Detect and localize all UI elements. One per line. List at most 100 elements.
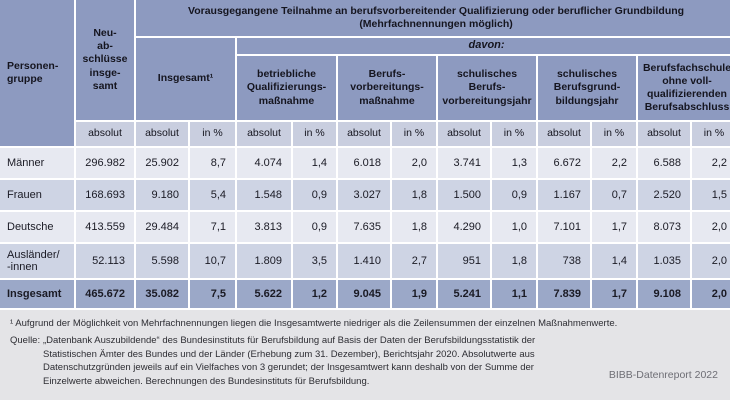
- data-cell: 9.108: [636, 278, 692, 310]
- subheader-in-prozent: in %: [689, 120, 730, 148]
- data-cell: 1,4: [291, 146, 338, 180]
- data-cell: 2.520: [636, 178, 692, 212]
- row-frauen: Frauen 168.693 9.180 5,4 1.548 0,9 3.027…: [0, 178, 730, 212]
- data-cell: 1,9: [390, 278, 438, 310]
- subheader-absolut: absolut: [336, 120, 392, 148]
- data-cell: 413.559: [74, 210, 136, 244]
- header-schulisches-berufsvorbereitungsjahr: schulisches Berufs- vorbereitungsjahr: [436, 54, 538, 122]
- data-cell: 1.167: [536, 178, 592, 212]
- subheader-absolut: absolut: [536, 120, 592, 148]
- report-credit: BIBB-Datenreport 2022: [608, 369, 718, 381]
- data-cell: 296.982: [74, 146, 136, 180]
- header-berufsvorbereitungsmassnahme: Berufs- vorbereitungs- maßnahme: [336, 54, 438, 122]
- header-vorausgegangene-teilnahme: Vorausgegangene Teilnahme an berufsvorbe…: [133, 0, 730, 38]
- data-cell: 5.622: [235, 278, 293, 310]
- data-cell: 10,7: [188, 242, 237, 280]
- row-label: Insgesamt: [0, 278, 76, 310]
- data-cell: 1,1: [490, 278, 538, 310]
- data-cell: 9.180: [134, 178, 190, 212]
- subheader-absolut: absolut: [235, 120, 293, 148]
- data-cell: 2,2: [689, 146, 730, 180]
- data-cell: 9.045: [336, 278, 392, 310]
- data-cell: 1,5: [689, 178, 730, 212]
- data-cell: 8,7: [188, 146, 237, 180]
- row-label: Deutsche: [0, 210, 76, 244]
- subheader-absolut: absolut: [436, 120, 492, 148]
- header-betriebliche-qualifizierungsmassnahme: betriebliche Qualifizierungs- maßnahme: [235, 54, 338, 122]
- data-cell: 0,9: [490, 178, 538, 212]
- data-cell: 1,7: [590, 278, 638, 310]
- source-label: Quelle:: [10, 334, 41, 346]
- data-cell: 1,8: [490, 242, 538, 280]
- data-cell: 5,4: [188, 178, 237, 212]
- data-cell: 7,1: [188, 210, 237, 244]
- footnote-1: ¹ Aufgrund der Möglichkeit von Mehrfachn…: [10, 318, 618, 329]
- data-cell: 2,0: [689, 242, 730, 280]
- data-cell: 3.027: [336, 178, 392, 212]
- subheader-absolut: absolut: [636, 120, 692, 148]
- row-label: Ausländer/ -innen: [0, 242, 76, 280]
- statistics-table: Personen- gruppe Neu- ab- schlüsse insge…: [0, 0, 730, 310]
- row-maenner: Männer 296.982 25.902 8,7 4.074 1,4 6.01…: [0, 146, 730, 180]
- data-cell: 1,8: [390, 210, 438, 244]
- subheader-absolut: absolut: [74, 120, 136, 148]
- header-insgesamt: Insgesamt¹: [134, 36, 237, 122]
- data-cell: 1,8: [390, 178, 438, 212]
- data-cell: 2,7: [390, 242, 438, 280]
- subheader-in-prozent: in %: [390, 120, 438, 148]
- source-text: „Datenbank Auszubildende“ des Bundesinst…: [43, 334, 536, 388]
- data-cell: 6.588: [636, 146, 692, 180]
- data-cell: 3.813: [235, 210, 293, 244]
- data-cell: 0,7: [590, 178, 638, 212]
- row-label: Frauen: [0, 178, 76, 212]
- data-cell: 2,2: [590, 146, 638, 180]
- header-neuabschluesse-insgesamt: Neu- ab- schlüsse insge- samt: [74, 0, 136, 122]
- row-auslaender-innen: Ausländer/ -innen 52.113 5.598 10,7 1.80…: [0, 242, 730, 280]
- data-cell: 1.500: [436, 178, 492, 212]
- data-cell: 52.113: [74, 242, 136, 280]
- data-cell: 7.101: [536, 210, 592, 244]
- data-cell: 465.672: [74, 278, 136, 310]
- data-cell: 1.410: [336, 242, 392, 280]
- data-cell: 738: [536, 242, 592, 280]
- data-cell: 2,0: [390, 146, 438, 180]
- header-schulisches-berufsgrundbildungsjahr: schulisches Berufsgrund- bildungsjahr: [536, 54, 638, 122]
- data-cell: 1.809: [235, 242, 293, 280]
- data-cell: 3.741: [436, 146, 492, 180]
- data-cell: 5.241: [436, 278, 492, 310]
- data-cell: 168.693: [74, 178, 136, 212]
- data-cell: 6.018: [336, 146, 392, 180]
- data-cell: 7.839: [536, 278, 592, 310]
- data-cell: 1.548: [235, 178, 293, 212]
- row-deutsche: Deutsche 413.559 29.484 7,1 3.813 0,9 7.…: [0, 210, 730, 244]
- subheader-in-prozent: in %: [291, 120, 338, 148]
- table-footer: ¹ Aufgrund der Möglichkeit von Mehrfachn…: [0, 310, 730, 389]
- data-cell: 1,7: [590, 210, 638, 244]
- data-cell: 1,2: [291, 278, 338, 310]
- statistics-table-container: Personen- gruppe Neu- ab- schlüsse insge…: [0, 0, 730, 310]
- data-cell: 0,9: [291, 210, 338, 244]
- data-cell: 1,3: [490, 146, 538, 180]
- data-cell: 29.484: [134, 210, 190, 244]
- data-cell: 6.672: [536, 146, 592, 180]
- data-cell: 1,0: [490, 210, 538, 244]
- data-cell: 2,0: [689, 278, 730, 310]
- subheader-in-prozent: in %: [188, 120, 237, 148]
- subheader-in-prozent: in %: [490, 120, 538, 148]
- row-label: Männer: [0, 146, 76, 180]
- data-cell: 8.073: [636, 210, 692, 244]
- header-berufsfachschule: Berufsfachschule ohne voll- qualifiziere…: [635, 54, 730, 122]
- data-cell: 4.074: [235, 146, 293, 180]
- header-davon: davon:: [234, 36, 730, 56]
- data-cell: 4.290: [436, 210, 492, 244]
- subheader-in-prozent: in %: [590, 120, 638, 148]
- data-cell: 7.635: [336, 210, 392, 244]
- row-insgesamt: Insgesamt 465.672 35.082 7,5 5.622 1,2 9…: [0, 278, 730, 310]
- data-cell: 5.598: [134, 242, 190, 280]
- data-cell: 1,4: [590, 242, 638, 280]
- data-cell: 35.082: [134, 278, 190, 310]
- data-cell: 1.035: [636, 242, 692, 280]
- data-cell: 3,5: [291, 242, 338, 280]
- data-cell: 7,5: [188, 278, 237, 310]
- data-cell: 951: [436, 242, 492, 280]
